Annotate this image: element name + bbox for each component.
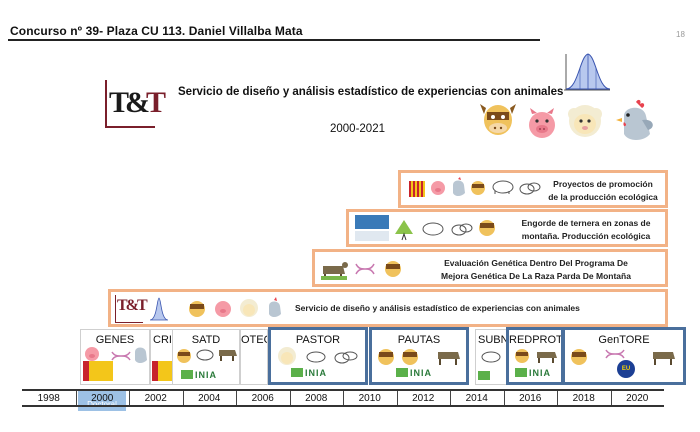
- inia-logo-icon: [478, 371, 492, 380]
- pig-icon: [529, 108, 555, 138]
- brown-cow-icon: [438, 352, 460, 365]
- timeline-tick: [182, 391, 184, 405]
- timeline-tick: [343, 391, 344, 405]
- cow-icon: [189, 301, 205, 317]
- timeline-year-2008: 2008: [305, 393, 328, 404]
- timeline-year-2012: 2012: [412, 393, 435, 404]
- brown-cow-icon: [321, 262, 348, 280]
- dna-icon: [605, 349, 625, 359]
- header-divider: [8, 39, 540, 41]
- timeline-tick: [236, 391, 237, 405]
- chicken-icon: [269, 297, 281, 317]
- years-range: 2000-2021: [330, 123, 385, 135]
- timeline-tick: [557, 391, 558, 405]
- sheep-outline-icon: [306, 351, 326, 363]
- ministerio-logo-icon: [83, 361, 113, 381]
- project-gentore: GenTORE EU: [562, 327, 686, 385]
- timeline-tick: [75, 391, 77, 405]
- sheep-outline-icon: [422, 222, 444, 236]
- sheep-outline-icon: [196, 349, 214, 361]
- timeline-axis: 1998 2000 2002 2004 2006 2008 2010 2012 2014 2016…: [22, 389, 664, 407]
- main-title: Servicio de diseño y análisis estadístic…: [178, 86, 564, 98]
- box-engorde-ternera: Engorde de ternera en zonas de montaña. P…: [346, 209, 668, 247]
- brown-cow-icon: [537, 352, 557, 363]
- sheep-flock-icon: [334, 351, 358, 364]
- timeline-tick: [289, 391, 291, 405]
- chicken-icon: [453, 177, 465, 196]
- cow-icon: [571, 349, 587, 365]
- brown-cow-icon: [653, 352, 675, 365]
- cow-icon: [515, 349, 529, 363]
- timeline-year-1998: 1998: [37, 393, 60, 404]
- cow-icon: [402, 349, 418, 365]
- brown-cow-icon: [219, 350, 237, 361]
- box-evaluacion-genetica: Evaluación Genética Dentro Del Programa …: [312, 249, 668, 287]
- sheep-icon: [278, 347, 296, 365]
- timeline-year-2002: 2002: [144, 393, 167, 404]
- cow-icon: [471, 181, 485, 195]
- sheep-flock-icon: [519, 182, 541, 195]
- cow-icon: [177, 349, 191, 363]
- sheep-outline-icon: [492, 180, 514, 194]
- page-header-title: Concurso nº 39- Plaza CU 113. Daniel Vil…: [10, 24, 303, 38]
- tt-logo: T&T: [105, 80, 166, 128]
- project-genes: GENES: [80, 329, 150, 385]
- timeline-tick: [610, 391, 612, 405]
- chicken-icon: [616, 99, 653, 140]
- box-servicio-diseno: T&T Servicio de diseño y análisis estadí…: [108, 289, 668, 327]
- timeline-year-2018: 2018: [572, 393, 595, 404]
- timeline-year-2004: 2004: [198, 393, 221, 404]
- timeline-tick: [450, 391, 451, 405]
- project-redprot: REDPROT INIA: [506, 327, 564, 385]
- pig-icon: [215, 301, 231, 317]
- project-satd: SATD INIA: [172, 329, 240, 385]
- cow-icon: [480, 104, 516, 135]
- eu-flag-icon: EU: [617, 360, 635, 378]
- valle-logo-icon: [395, 220, 413, 241]
- timeline-year-2014: 2014: [465, 393, 488, 404]
- page-number: 18: [676, 30, 685, 39]
- timeline-year-2000: 2000: [91, 393, 114, 404]
- project-subn: SUBN: [475, 329, 507, 385]
- cow-icon: [385, 261, 401, 277]
- timeline-tick: [129, 391, 130, 405]
- pig-icon: [431, 181, 445, 195]
- timeline-tick: [396, 391, 398, 405]
- project-oteo: OTEO: [240, 329, 268, 385]
- fitness-logo-icon: [355, 231, 389, 241]
- institution-logo-icon: [355, 215, 389, 229]
- timeline-year-2006: 2006: [251, 393, 274, 404]
- bell-curve-icon: [149, 297, 169, 321]
- timeline-tick: [503, 391, 505, 405]
- box-proyectos-promocion: Proyectos de promoción de la producción e…: [398, 170, 668, 208]
- box-servicio-text: Servicio de diseño y análisis estadístic…: [295, 303, 580, 313]
- timeline-year-2020: 2020: [626, 393, 649, 404]
- cow-icon: [479, 220, 495, 236]
- project-pautas: PAUTAS INIA: [369, 327, 469, 385]
- box-evaluacion-text: Evaluación Genética Dentro Del Programa …: [441, 258, 631, 281]
- pig-icon: [85, 347, 99, 361]
- doctoral-label: Doctoral: [87, 400, 117, 409]
- chicken-icon: [135, 347, 147, 363]
- project-pastor: PASTOR INIA: [268, 327, 368, 385]
- timeline-year-2016: 2016: [519, 393, 542, 404]
- sheep-icon: [568, 105, 602, 137]
- tt-logo-text: T&T: [109, 86, 166, 119]
- cow-icon: [378, 349, 394, 365]
- timeline-year-2010: 2010: [358, 393, 381, 404]
- aragon-flag-icon: [409, 181, 425, 197]
- dna-icon: [355, 263, 375, 275]
- sheep-flock-icon: [481, 351, 501, 363]
- sheep-icon: [240, 299, 258, 317]
- tt-logo-small: T&T: [115, 295, 148, 323]
- dna-icon: [111, 351, 131, 361]
- sheep-flock-icon: [451, 223, 473, 236]
- box-engorde-text: Engorde de ternera en zonas de montaña. P…: [521, 218, 651, 241]
- bell-curve-icon: [564, 53, 611, 91]
- box-proyectos-text: Proyectos de promoción de la producción e…: [548, 179, 658, 202]
